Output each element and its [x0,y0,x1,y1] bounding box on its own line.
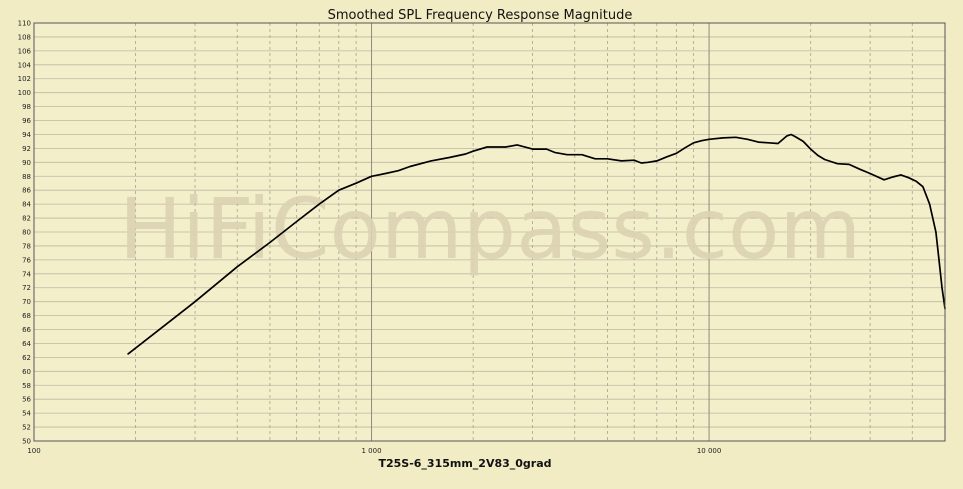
y-tick-label: 80 [22,229,31,237]
y-tick-label: 62 [22,354,31,362]
series-line [127,133,946,355]
y-tick-label: 90 [22,159,31,167]
y-tick-label: 50 [22,438,31,446]
y-tick-label: 66 [22,326,31,334]
y-tick-label: 96 [22,117,31,125]
y-tick-label: 72 [22,284,31,292]
x-axis-label: T25S-6_315mm_2V83_0grad [378,457,551,470]
y-tick-label: 76 [22,256,31,264]
x-tick-label: 10 000 [697,447,722,455]
y-tick-label: 94 [22,131,31,139]
y-tick-label: 88 [22,173,31,181]
x-axis-ticks: 100 1 000 10 000 [27,447,721,455]
series-layer [127,133,946,355]
y-tick-label: 78 [22,242,31,250]
y-tick-label: 60 [22,368,31,376]
y-tick-label: 110 [18,20,31,28]
y-tick-label: 68 [22,312,31,320]
chart-title: Smoothed SPL Frequency Response Magnitud… [328,8,633,23]
y-tick-label: 58 [22,382,31,390]
y-tick-label: 102 [18,75,31,83]
y-tick-label: 106 [18,47,32,55]
y-tick-label: 70 [22,298,31,306]
y-tick-label: 108 [18,33,31,41]
y-tick-label: 54 [22,410,31,418]
y-tick-label: 92 [22,145,31,153]
y-tick-label: 52 [22,424,31,432]
grid [33,22,946,442]
watermark: HiFiCompass.com [119,180,861,278]
plot-border [33,22,946,442]
x-tick-label: 100 [27,447,40,455]
y-tick-label: 86 [22,187,31,195]
y-tick-label: 64 [22,340,31,348]
y-tick-label: 82 [22,215,31,223]
y-tick-label: 98 [22,103,31,111]
y-tick-label: 84 [22,201,31,209]
y-tick-label: 74 [22,270,31,278]
y-tick-label: 104 [18,61,32,69]
y-axis-ticks: 50 52 54 56 58 60 62 64 66 68 70 72 74 76 78 80 82 84 86 88… [18,20,32,446]
x-tick-label: 1 000 [362,447,382,455]
y-tick-label: 56 [22,396,31,404]
y-tick-label: 100 [18,89,31,97]
